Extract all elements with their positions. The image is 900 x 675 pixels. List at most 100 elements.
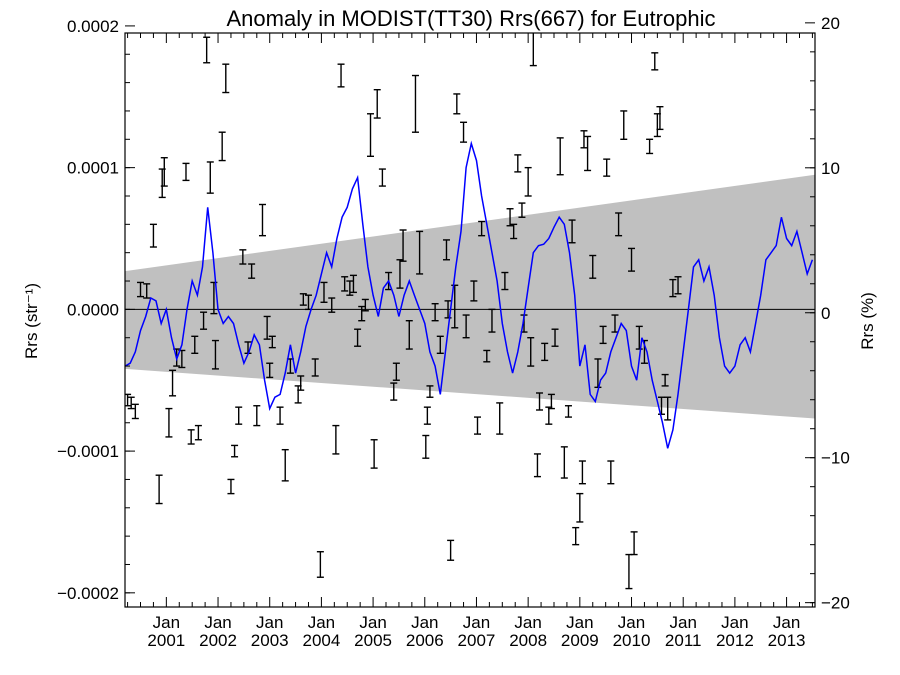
x-tick-label-year: 2006 xyxy=(406,631,444,650)
x-tick-label-month: Jan xyxy=(256,613,283,632)
y-left-tick-label: 0.0002 xyxy=(67,17,119,36)
error-bar xyxy=(211,339,219,370)
error-bar xyxy=(496,402,504,435)
x-tick-label-year: 2001 xyxy=(147,631,185,650)
left-y-axis: 0.0002 0.0001 0.0000 −0.0001 −0.0002 xyxy=(57,17,135,603)
error-bar xyxy=(556,137,564,176)
error-bar xyxy=(510,223,518,240)
error-bar xyxy=(311,358,319,377)
error-bar xyxy=(594,358,602,389)
error-bar xyxy=(541,342,549,362)
error-bar xyxy=(258,203,266,237)
uncertainty-band xyxy=(125,174,815,419)
error-bar xyxy=(367,113,375,158)
error-bar xyxy=(253,405,261,427)
error-bar xyxy=(599,325,607,345)
anomaly-line xyxy=(125,140,814,449)
error-bar xyxy=(392,362,400,381)
x-tick-label-year: 2010 xyxy=(613,631,651,650)
error-bar xyxy=(527,337,535,367)
x-tick-label-year: 2004 xyxy=(302,631,340,650)
y-axis-right-label: Rrs (%) xyxy=(858,292,877,350)
error-bar xyxy=(316,551,324,578)
error-bar xyxy=(674,276,682,295)
x-tick-label-year: 2005 xyxy=(354,631,392,650)
error-bar xyxy=(370,439,378,469)
error-bar xyxy=(248,263,256,279)
x-tick-label-month: Jan xyxy=(411,613,438,632)
error-bar xyxy=(143,283,151,299)
error-bar xyxy=(127,396,135,410)
y-axis-left-label: Rrs (str⁻¹) xyxy=(22,283,41,359)
error-bar xyxy=(396,259,404,289)
error-bar xyxy=(239,249,247,265)
right-y-axis: 20 10 0 −10 −20 xyxy=(805,14,850,613)
error-bar xyxy=(332,424,340,455)
error-bar xyxy=(155,474,163,505)
error-bar xyxy=(341,276,349,292)
error-bar xyxy=(578,460,586,485)
error-bar xyxy=(501,271,509,291)
x-tick-label-year: 2009 xyxy=(561,631,599,650)
error-bar xyxy=(451,284,459,329)
error-bar xyxy=(625,553,633,590)
error-bar xyxy=(182,162,190,182)
error-bar xyxy=(436,335,444,355)
error-bar xyxy=(628,247,636,272)
error-bar xyxy=(460,121,468,143)
error-bar xyxy=(416,230,424,275)
error-bar xyxy=(187,429,195,445)
error-bar xyxy=(281,448,289,482)
error-bar xyxy=(580,130,588,149)
error-bar xyxy=(165,407,173,438)
error-bar xyxy=(529,33,537,67)
error-bar xyxy=(551,328,559,347)
error-bar xyxy=(431,303,439,322)
error-bar xyxy=(297,375,305,391)
error-bar xyxy=(191,335,199,355)
error-bar xyxy=(514,154,522,173)
error-bar xyxy=(299,293,307,306)
error-bar xyxy=(328,297,336,313)
x-tick-label-year: 2002 xyxy=(199,631,237,650)
error-bar xyxy=(462,314,470,339)
error-bar xyxy=(478,220,486,237)
error-bar xyxy=(423,406,431,425)
y-right-tick-label: 0 xyxy=(821,304,830,323)
error-bar xyxy=(442,239,450,261)
x-tick-label-month: Jan xyxy=(618,613,645,632)
error-bar xyxy=(447,539,455,561)
plot-frame xyxy=(124,32,816,608)
error-bar xyxy=(584,135,592,172)
error-bar xyxy=(235,406,243,425)
x-tick-label-month: Jan xyxy=(359,613,386,632)
error-bar xyxy=(137,281,145,298)
x-tick-label-month: Jan xyxy=(721,613,748,632)
y-left-tick-label: −0.0001 xyxy=(57,442,119,461)
y-right-tick-label: 20 xyxy=(821,14,840,33)
error-bar xyxy=(518,202,526,218)
error-bar xyxy=(453,93,461,115)
error-bar xyxy=(390,382,398,401)
error-bar xyxy=(536,392,544,411)
x-tick-label-month: Jan xyxy=(463,613,490,632)
x-tick-label-month: Jan xyxy=(308,613,335,632)
error-bar xyxy=(651,52,659,71)
error-bar xyxy=(568,219,576,244)
y-left-tick-label: 0.0000 xyxy=(67,300,119,319)
error-bar xyxy=(266,362,274,379)
error-bar xyxy=(169,369,177,397)
error-bar xyxy=(646,138,654,155)
y-right-tick-label: 10 xyxy=(821,159,840,178)
error-bar xyxy=(661,373,669,387)
x-tick-label-month: Jan xyxy=(204,613,231,632)
error-bar xyxy=(576,492,584,523)
error-bar xyxy=(203,36,211,64)
error-bar xyxy=(589,254,597,279)
x-tick-label-year: 2003 xyxy=(251,631,289,650)
error-bar xyxy=(222,63,230,94)
x-tick-label-month: Jan xyxy=(514,613,541,632)
error-bar xyxy=(422,434,430,459)
error-bar xyxy=(656,105,664,131)
